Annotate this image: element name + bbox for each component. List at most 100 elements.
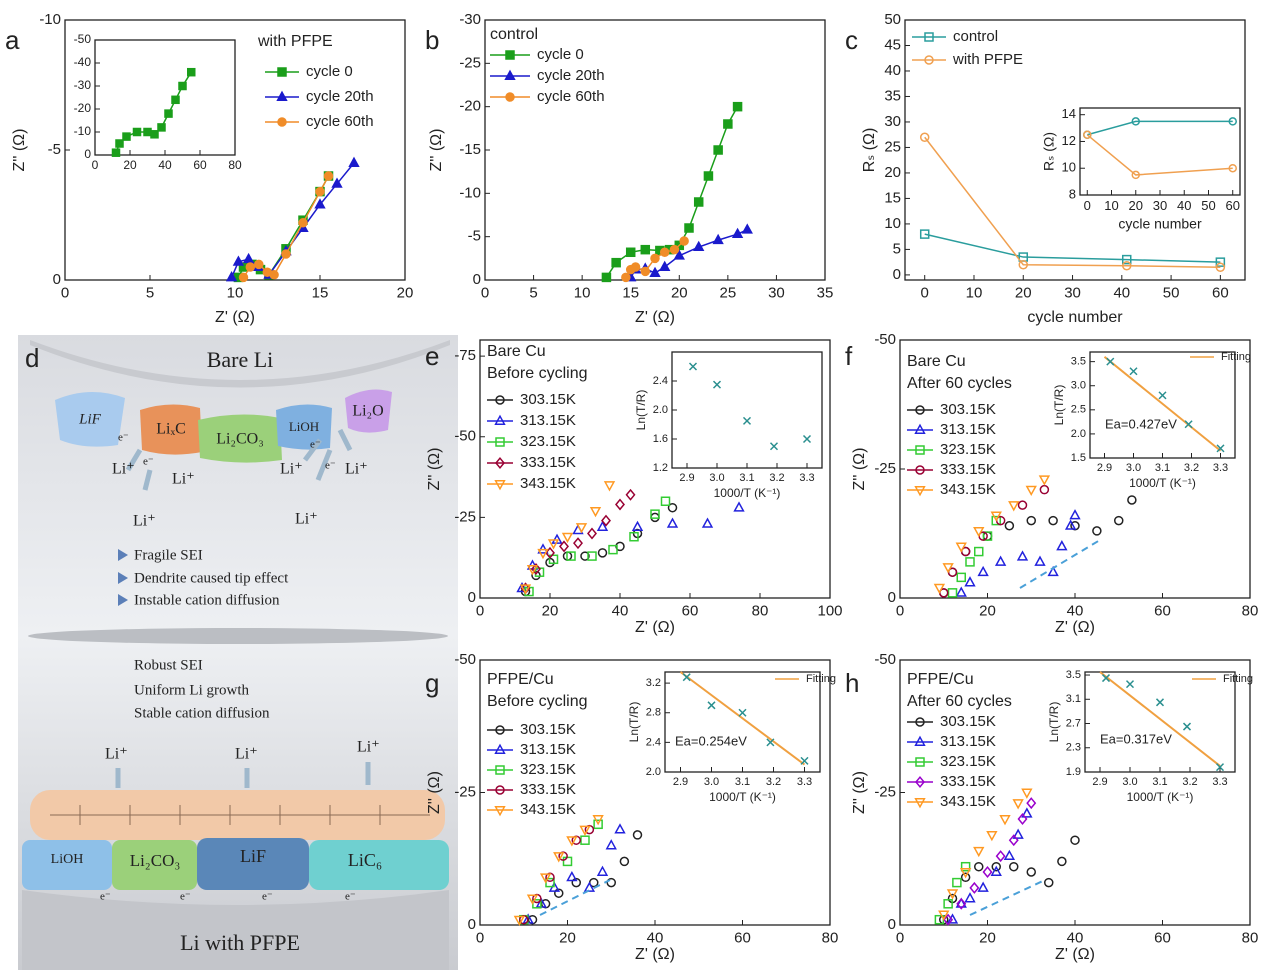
data-point: [800, 756, 809, 765]
x-tick-label: 80: [752, 602, 769, 619]
legend-title: PFPE/Cu: [907, 671, 974, 688]
series-line: [679, 671, 806, 766]
x-tick-label: 5: [146, 284, 154, 301]
x-tick-label: 3.2: [1182, 776, 1197, 788]
data-point: [684, 223, 694, 233]
data-point: [315, 186, 325, 197]
x-tick-label: 30: [768, 284, 785, 301]
data-point: [630, 262, 641, 272]
x-tick-label: 0: [896, 602, 904, 619]
data-point: [1003, 849, 1016, 861]
y-tick-label: 3.5: [1066, 669, 1081, 681]
electron: e⁻: [345, 891, 356, 903]
legend-label: control: [953, 28, 998, 45]
x-tick-label: 80: [1242, 602, 1259, 619]
y-tick-label: 0: [888, 589, 896, 606]
data-point: [566, 870, 578, 882]
x-tick-label: 0: [896, 929, 904, 946]
x-axis-title: Z' (Ω): [635, 946, 675, 963]
electron: e⁻: [180, 891, 191, 903]
bullet: Stable cation diffusion: [134, 705, 270, 721]
x-tick-label: 80: [228, 158, 242, 172]
data-point: [619, 856, 630, 867]
data-point: [554, 888, 564, 898]
data-point: [742, 416, 752, 425]
data-point: [115, 139, 124, 148]
data-point: [331, 177, 343, 188]
y-tick-label: 2.3: [1066, 742, 1081, 754]
guide-arrows: [539, 539, 1101, 916]
data-point: [1018, 259, 1029, 270]
data-point: [519, 914, 529, 925]
y-tick-label: 3.1: [1066, 693, 1081, 705]
x-tick-label: 3.0: [1126, 462, 1141, 474]
x-tick-label: 20: [671, 284, 688, 301]
legend-marker: [504, 69, 516, 80]
species: LiF: [78, 411, 102, 427]
x-tick-label: 3.1: [739, 472, 754, 484]
x-tick-label: 40: [1113, 284, 1130, 301]
x-tick-label: 3.2: [769, 472, 784, 484]
legend-title: Before cycling: [487, 365, 588, 382]
data-point: [596, 865, 609, 876]
legend-marker: [277, 117, 287, 127]
legend-label: Fitting: [806, 673, 836, 685]
data-point: [707, 701, 716, 710]
data-point: [946, 913, 959, 924]
x-axis-title: cycle number: [1118, 216, 1202, 232]
data-point: [608, 544, 618, 555]
legend-label: 343.15K: [940, 793, 996, 810]
data-point: [667, 502, 678, 513]
data-point: [693, 240, 705, 252]
y-tick-label: -5: [468, 228, 481, 245]
x-tick-label: 2.9: [1092, 776, 1107, 788]
data-point: [682, 673, 691, 682]
y-tick-label: 2.4: [646, 736, 661, 748]
data-point: [1064, 519, 1077, 530]
data-point: [712, 380, 722, 389]
data-point: [601, 514, 611, 527]
data-point: [1114, 515, 1124, 526]
ion: Li⁺: [112, 461, 135, 478]
y-tick-label: 12: [1062, 133, 1076, 148]
inset-chart: 0 10 20 30 40 50 60 8 10 12 14 cycle number Rₛ (Ω): [1041, 106, 1241, 232]
legend-marker: [915, 717, 925, 727]
x-axis-title: 1000/T (K⁻¹): [709, 790, 776, 804]
x-axis-title: 1000/T (K⁻¹): [714, 486, 781, 500]
data-point: [526, 565, 539, 576]
legend-label: 343.15K: [520, 475, 576, 492]
chart: 0 5 10 15 20 25 30 35 0 -5 -10 -15 -20 -25 -30 Z' (Ω) Z'…: [425, 11, 833, 326]
x-axis-title: Z' (Ω): [635, 619, 675, 636]
blob: [140, 404, 202, 455]
y-tick-label: -50: [74, 32, 92, 46]
legend-label: 313.15K: [940, 733, 996, 750]
data-point: [614, 823, 626, 834]
y-tick-label: -15: [459, 141, 481, 158]
y-axis-title: Z'' (Ω): [851, 771, 868, 814]
x-tick-label: 20: [1015, 284, 1032, 301]
data-point: [738, 708, 747, 717]
y-tick-label: -50: [874, 651, 896, 668]
data-point: [741, 223, 753, 234]
x-tick-label: 60: [1154, 929, 1171, 946]
data-point: [1215, 262, 1226, 273]
ion: Li⁺: [105, 746, 128, 763]
data-point: [965, 557, 975, 567]
x-tick-label: 10: [574, 284, 591, 301]
data-point: [571, 877, 581, 888]
data-point: [584, 824, 595, 835]
y-tick-label: -20: [74, 101, 92, 115]
legend-label: 323.15K: [940, 753, 996, 770]
plot-frame: [664, 671, 821, 773]
data-point: [991, 515, 1001, 526]
species: LiC₆: [348, 850, 382, 870]
y-tick-label: 1.9: [1066, 766, 1081, 778]
data-point: [964, 576, 976, 587]
data-point: [1008, 834, 1019, 847]
data-point: [1121, 260, 1132, 271]
y-tick-label: 0: [84, 147, 91, 161]
data-point: [611, 257, 621, 268]
data-point: [625, 247, 636, 258]
y-tick-label: -10: [459, 184, 481, 201]
y-tick-label: -5: [48, 141, 61, 158]
